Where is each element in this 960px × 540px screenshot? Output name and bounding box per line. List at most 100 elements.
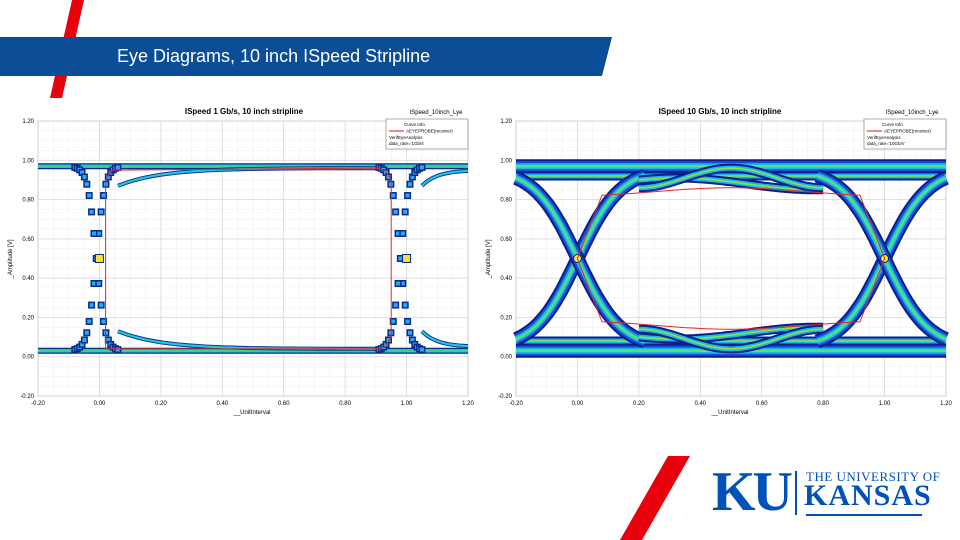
y-axis-label: _Amplitude [V] bbox=[8, 239, 14, 279]
y-tick-label: 0.80 bbox=[500, 198, 512, 204]
eye-edge-fall-outer bbox=[106, 338, 111, 343]
eye-edge-rise-outer bbox=[96, 231, 101, 236]
eye-edge-rise-right bbox=[403, 209, 408, 214]
eye-edge-rise-outer bbox=[106, 174, 111, 179]
y-tick-label: -0.20 bbox=[20, 394, 34, 400]
y-tick-label: -0.20 bbox=[498, 394, 512, 400]
legend-line-2: data_rate='10Gb/s' bbox=[867, 141, 905, 146]
x-tick-label: 1.00 bbox=[879, 401, 891, 407]
eye-edge-fall-outer bbox=[99, 303, 104, 308]
legend-line-1: VerifEyeAnalysis bbox=[867, 135, 901, 140]
eye-upper-settle-right bbox=[421, 169, 469, 187]
eye-upper-wave bbox=[638, 167, 824, 189]
eye-fall-right bbox=[816, 174, 947, 341]
y-tick-label: 0.00 bbox=[500, 355, 512, 361]
eye-edge-rise-outer bbox=[89, 303, 94, 308]
y-tick-label: 1.00 bbox=[22, 158, 34, 164]
y-tick-label: 0.80 bbox=[22, 198, 34, 204]
y-axis-label: _Amplitude [V] bbox=[486, 239, 492, 279]
eye-edge-rise-outer bbox=[115, 165, 120, 170]
eye-edge-fall-right bbox=[393, 209, 398, 214]
eye-edge-fall-right bbox=[391, 193, 396, 198]
logo-rule bbox=[806, 514, 922, 516]
eye-edge-fall-outer bbox=[80, 170, 85, 175]
eye-edge-rise-right bbox=[410, 174, 415, 179]
eye-chart-10gbps: -0.20 0.00 0.20 0.40 0.60 0.80 1.00 1.20 -0.20 0.… bbox=[484, 103, 954, 419]
eye-edge-rise-outer bbox=[87, 319, 92, 324]
eye-inner-top bbox=[638, 177, 824, 191]
eye-edge-rise-outer bbox=[80, 342, 85, 347]
y-tick-label: 1.20 bbox=[22, 119, 34, 125]
x-tick-label: 0.20 bbox=[155, 401, 167, 407]
eye-edge-rise-outer bbox=[91, 281, 96, 286]
logo-ku-letters: KU bbox=[712, 461, 793, 523]
eye-edge-fall-right bbox=[407, 330, 412, 335]
eye-lower-wave bbox=[638, 328, 824, 350]
eye-edge-rise-right bbox=[405, 193, 410, 198]
x-tick-label: 0.40 bbox=[216, 401, 228, 407]
eye-edge-rise-right bbox=[396, 281, 401, 286]
chart-title: ISpeed 10 Gb/s, 10 inch stripline bbox=[659, 107, 782, 116]
eye-edge-rise-right bbox=[407, 182, 412, 187]
y-tick-label: 0.40 bbox=[500, 276, 512, 282]
eye-fall-left bbox=[515, 176, 646, 343]
eye-edge-rise-right bbox=[398, 256, 403, 261]
logo-university-of: THE UNIVERSITY OF bbox=[806, 469, 941, 484]
eye-edge-rise-right bbox=[419, 165, 424, 170]
chart-corner-label: ISpeed_10inch_Lye bbox=[886, 110, 939, 116]
accent-stripe-bottom bbox=[620, 456, 690, 540]
eye-edge-fall-right bbox=[419, 347, 424, 352]
y-tick-label: 1.00 bbox=[500, 158, 512, 164]
chart-title: ISpeed 1 Gb/s, 10 inch stripline bbox=[185, 107, 304, 116]
logo-divider bbox=[795, 471, 797, 515]
tick-labels: -0.20 0.00 0.20 0.40 0.60 0.80 1.00 1.20 -0.20 0.… bbox=[20, 119, 474, 407]
chart-corner-label: ISpeed_10inch_Lye bbox=[410, 110, 463, 116]
eye-edge-fall-outer bbox=[87, 193, 92, 198]
x-tick-label: 0.20 bbox=[633, 401, 645, 407]
legend-line-1: VerifEyeAnalysis bbox=[389, 135, 423, 140]
x-tick-label: 0.60 bbox=[278, 401, 290, 407]
y-tick-label: 0.40 bbox=[22, 276, 34, 282]
eye-edge-rise-outer bbox=[82, 338, 87, 343]
eye-edge-fall-outer bbox=[84, 182, 89, 187]
eye-mask-outline bbox=[576, 187, 886, 330]
eye-edge-fall-right bbox=[410, 338, 415, 343]
eye-edge-rise-right bbox=[391, 319, 396, 324]
eye-crossing-marker bbox=[402, 254, 412, 263]
legend-heading: Curve Info bbox=[882, 122, 903, 127]
x-tick-label: 0.00 bbox=[572, 401, 584, 407]
x-tick-label: 1.20 bbox=[940, 401, 952, 407]
tick-labels: -0.20 0.00 0.20 0.40 0.60 0.80 1.00 1.20 -0.20 0.… bbox=[498, 119, 952, 407]
eye-crossing-marker bbox=[94, 254, 104, 263]
legend-entry: AEYEPROBE(receiver) bbox=[884, 129, 931, 134]
eye-edge-rise-outer bbox=[84, 330, 89, 335]
x-tick-label: 1.20 bbox=[462, 401, 474, 407]
title-band bbox=[0, 37, 612, 76]
eye-edge-fall-right bbox=[405, 319, 410, 324]
eye-edge-rise-right bbox=[400, 231, 405, 236]
eye-edge-fall-outer bbox=[115, 347, 120, 352]
eye-edge-fall-outer bbox=[89, 209, 94, 214]
legend-box: Curve Info AEYEPROBE(receiver) VerifEyeA… bbox=[385, 118, 469, 150]
slide-title: Eye Diagrams, 10 inch ISpeed Stripline bbox=[117, 46, 431, 66]
ku-logo: KU THE UNIVERSITY OF KANSAS bbox=[712, 461, 940, 525]
eye-edge-rise-right bbox=[386, 338, 391, 343]
legend-line-2: data_rate='1Gb/s' bbox=[389, 141, 425, 146]
eye-inner-bottom bbox=[638, 326, 824, 340]
x-tick-label: 1.00 bbox=[401, 401, 413, 407]
x-tick-label: -0.20 bbox=[509, 401, 523, 407]
eye-edge-rise-outer bbox=[99, 209, 104, 214]
eye-traces bbox=[512, 159, 950, 358]
x-tick-label: 0.40 bbox=[694, 401, 706, 407]
eye-edge-fall-right bbox=[386, 174, 391, 179]
legend-box: Curve Info AEYEPROBE(receiver) VerifEyeA… bbox=[863, 118, 947, 150]
y-tick-label: 0.60 bbox=[500, 237, 512, 243]
y-tick-label: 1.20 bbox=[500, 119, 512, 125]
eye-edge-fall-outer bbox=[101, 319, 106, 324]
eye-edge-rise-right bbox=[393, 303, 398, 308]
eye-edge-rise-outer bbox=[101, 193, 106, 198]
title-band-shape bbox=[0, 37, 612, 76]
eye-edge-fall-outer bbox=[96, 281, 101, 286]
y-tick-label: 0.60 bbox=[22, 237, 34, 243]
x-tick-label: 0.00 bbox=[94, 401, 106, 407]
